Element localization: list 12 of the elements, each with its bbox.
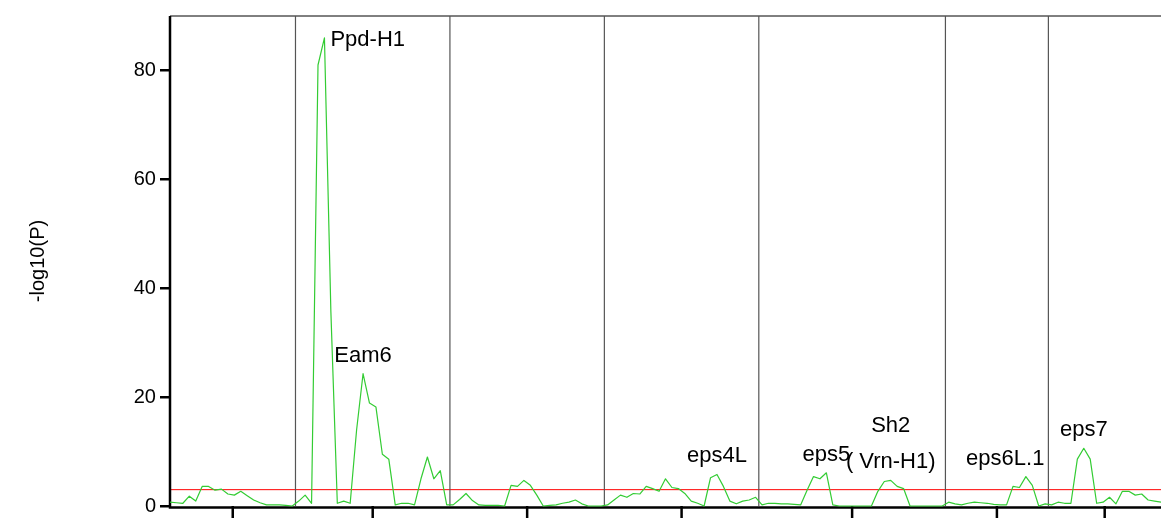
annotation: eps7 bbox=[1059, 416, 1108, 442]
y-tick-label: 60 bbox=[133, 166, 156, 189]
y-tick-label: 20 bbox=[133, 384, 156, 407]
y-tick-label: 80 bbox=[133, 57, 156, 80]
annotation: eps4L bbox=[687, 442, 747, 468]
y-tick-label: 0 bbox=[144, 493, 156, 516]
annotation: eps6L.1 bbox=[966, 444, 1045, 470]
y-axis-title: -log10(P) bbox=[25, 219, 48, 303]
annotation: Ppd-H1 bbox=[330, 25, 406, 51]
annotation: Sh2 bbox=[871, 412, 911, 438]
y-tick-label: 40 bbox=[133, 275, 156, 298]
annotation: Eam6 bbox=[334, 341, 392, 367]
